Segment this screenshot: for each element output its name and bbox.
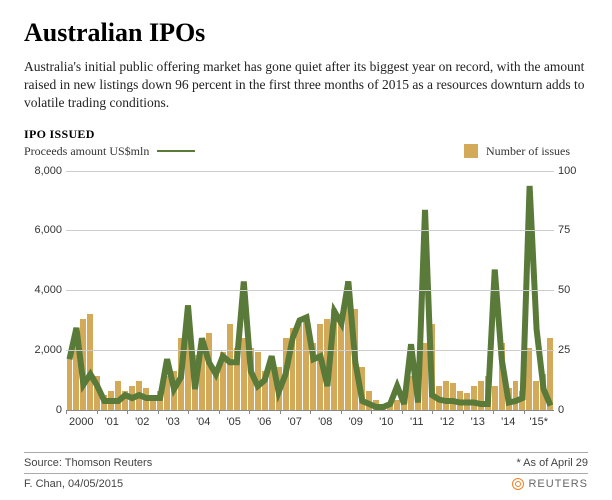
chart-main-title: Australian IPOs bbox=[24, 18, 588, 48]
legend-line: Proceeds amount US$mln bbox=[24, 144, 195, 159]
legend-line-swatch bbox=[157, 150, 195, 152]
x-tick bbox=[188, 410, 189, 414]
x-tick-label: '08 bbox=[318, 416, 332, 428]
chart-area: 0 2,000 4,000 6,000 8,000 0 25 50 75 100 2000 '01 '0… bbox=[26, 163, 586, 433]
asof-text: * As of April 29 bbox=[516, 457, 588, 469]
y-right-tick-label: 100 bbox=[558, 165, 584, 177]
x-tick-label: '03 bbox=[166, 416, 180, 428]
x-tick bbox=[158, 410, 159, 414]
legend-line-label: Proceeds amount US$mln bbox=[24, 144, 149, 159]
x-tick bbox=[371, 410, 372, 414]
x-tick bbox=[463, 410, 464, 414]
grid-line bbox=[66, 350, 554, 351]
x-tick-label: '06 bbox=[257, 416, 271, 428]
legend-bar: Number of issues bbox=[464, 144, 570, 159]
x-tick-label: '07 bbox=[288, 416, 302, 428]
x-tick-label: '02 bbox=[135, 416, 149, 428]
x-tick-label: '04 bbox=[196, 416, 210, 428]
x-tick bbox=[432, 410, 433, 414]
chart-footer: Source: Thomson Reuters * As of April 29… bbox=[24, 446, 588, 490]
credit-text: F. Chan, 04/05/2015 bbox=[24, 478, 123, 490]
x-tick bbox=[310, 410, 311, 414]
y-right-tick-label: 25 bbox=[558, 344, 584, 356]
x-tick-label: '01 bbox=[105, 416, 119, 428]
grid-line bbox=[66, 290, 554, 291]
source-text: Source: Thomson Reuters bbox=[24, 457, 152, 469]
x-tick bbox=[249, 410, 250, 414]
x-tick-label: 2000 bbox=[69, 416, 93, 428]
y-left-tick-label: 6,000 bbox=[26, 224, 62, 236]
x-tick bbox=[280, 410, 281, 414]
x-tick bbox=[524, 410, 525, 414]
chart-subtitle: Australia's initial public offering mark… bbox=[24, 58, 588, 113]
y-left-tick-label: 0 bbox=[26, 404, 62, 416]
y-right-tick-label: 0 bbox=[558, 404, 584, 416]
x-tick bbox=[341, 410, 342, 414]
chart-section-title: IPO ISSUED bbox=[24, 127, 588, 142]
x-tick bbox=[402, 410, 403, 414]
grid-line bbox=[66, 171, 554, 172]
x-tick-label: '11 bbox=[410, 416, 424, 428]
x-tick-label: '09 bbox=[349, 416, 363, 428]
reuters-icon bbox=[512, 478, 524, 490]
y-left-tick-label: 4,000 bbox=[26, 284, 62, 296]
y-right-tick-label: 50 bbox=[558, 284, 584, 296]
reuters-brand: REUTERS bbox=[512, 478, 588, 490]
y-left-tick-label: 8,000 bbox=[26, 165, 62, 177]
legend-bar-swatch bbox=[464, 144, 478, 158]
footer-top-row: Source: Thomson Reuters * As of April 29 bbox=[24, 452, 588, 469]
x-tick-label: '05 bbox=[227, 416, 241, 428]
x-tick bbox=[493, 410, 494, 414]
legend-bar-label: Number of issues bbox=[486, 144, 570, 159]
y-left-tick-label: 2,000 bbox=[26, 344, 62, 356]
x-tick bbox=[219, 410, 220, 414]
x-tick-label: '15* bbox=[529, 416, 548, 428]
x-tick bbox=[66, 410, 67, 414]
footer-bottom-row: F. Chan, 04/05/2015 REUTERS bbox=[24, 473, 588, 490]
x-tick bbox=[97, 410, 98, 414]
chart-legend: Proceeds amount US$mln Number of issues bbox=[24, 144, 588, 159]
x-tick-label: '13 bbox=[471, 416, 485, 428]
chart-plot: 02,0004,0006,0008,00002550751002000'01'0… bbox=[66, 171, 554, 411]
x-tick-label: '14 bbox=[501, 416, 515, 428]
y-right-tick-label: 75 bbox=[558, 224, 584, 236]
x-tick bbox=[127, 410, 128, 414]
proceeds-line bbox=[69, 186, 550, 407]
x-tick-label: '10 bbox=[379, 416, 393, 428]
x-tick-label: '12 bbox=[440, 416, 454, 428]
grid-line bbox=[66, 230, 554, 231]
reuters-text: REUTERS bbox=[528, 478, 588, 490]
